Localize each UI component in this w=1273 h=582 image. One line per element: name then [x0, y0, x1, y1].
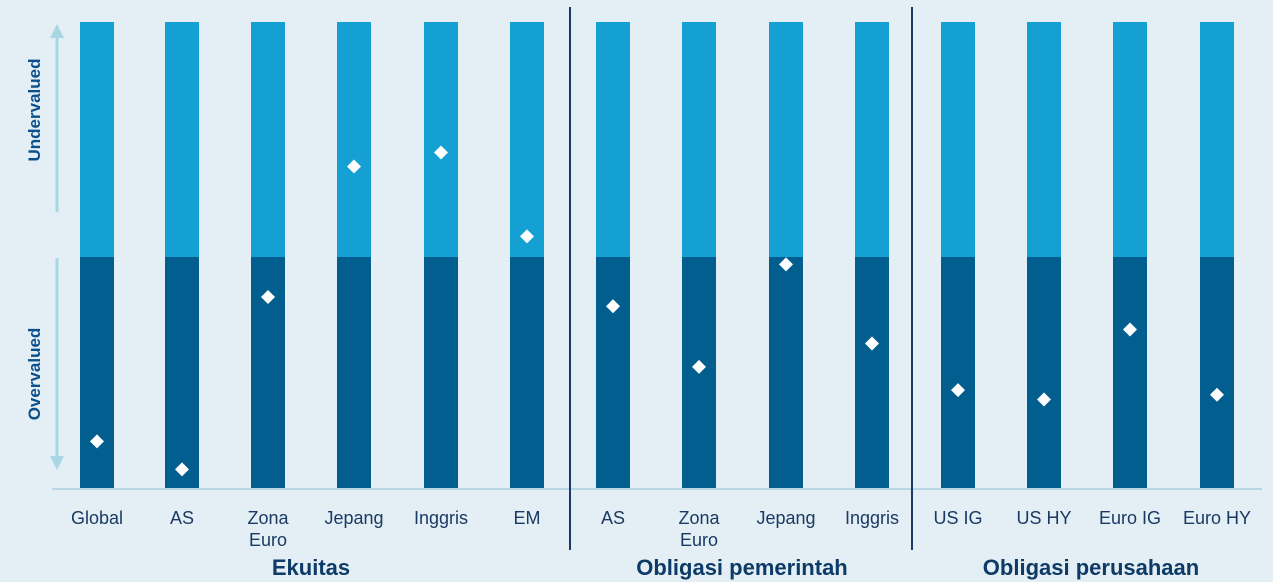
bar-lower-band	[80, 257, 114, 488]
axis-arrows	[50, 24, 64, 470]
bar-upper-band	[337, 22, 371, 257]
overvalued-label: Overvalued	[25, 328, 44, 421]
valuation-marker	[865, 336, 879, 351]
valuation-marker	[434, 145, 448, 160]
undervalued-label: Undervalued	[25, 59, 44, 162]
x-tick-label: EM	[514, 508, 541, 528]
group-label: Obligasi perusahaan	[983, 555, 1199, 580]
x-tick-label: Jepang	[324, 508, 383, 528]
valuation-marker	[779, 257, 793, 272]
valuation-marker	[951, 383, 965, 398]
valuation-marker	[1037, 392, 1051, 407]
x-tick-label: Jepang	[756, 508, 815, 528]
x-tick-label: Zona Euro	[247, 508, 289, 550]
valuation-marker	[175, 462, 189, 477]
bar-lower-band	[165, 257, 199, 488]
bar-upper-band	[769, 22, 803, 257]
valuation-marker	[520, 229, 534, 244]
bar-upper-band	[682, 22, 716, 257]
x-tick-label: Euro IG	[1099, 508, 1161, 528]
x-tick-label: Zona Euro	[678, 508, 720, 550]
bar-upper-band	[596, 22, 630, 257]
bar-lower-band	[596, 257, 630, 488]
x-tick-label: AS	[170, 508, 194, 528]
bar-lower-band	[424, 257, 458, 488]
valuation-marker	[1123, 322, 1137, 337]
x-tick-label: US HY	[1016, 508, 1071, 528]
valuation-marker	[1210, 387, 1224, 402]
bar-lower-band	[337, 257, 371, 488]
x-tick-label: Global	[71, 508, 123, 528]
x-tick-label: AS	[601, 508, 625, 528]
bar-lower-band	[769, 257, 803, 488]
group-separators	[569, 7, 913, 550]
valuation-marker	[347, 159, 361, 174]
bar-lower-band	[855, 257, 889, 488]
bar-lower-band	[1027, 257, 1061, 488]
markers	[90, 145, 1224, 477]
bar-upper-band	[1200, 22, 1234, 257]
valuation-marker	[692, 359, 706, 374]
x-tick-label: US IG	[933, 508, 982, 528]
bar-lower-band	[1200, 257, 1234, 488]
bar-lower-band	[1113, 257, 1147, 488]
undervalued-arrow-head	[50, 24, 64, 38]
group-label: Ekuitas	[272, 555, 350, 580]
valuation-marker	[261, 289, 275, 304]
valuation-marker	[90, 434, 104, 449]
overvalued-arrow-head	[50, 456, 64, 470]
bar-upper-band	[1027, 22, 1061, 257]
bar-upper-band	[251, 22, 285, 257]
bar-upper-band	[855, 22, 889, 257]
bar-upper-band	[165, 22, 199, 257]
x-tick-label: Euro HY	[1183, 508, 1251, 528]
bars	[52, 22, 1262, 490]
bar-upper-band	[80, 22, 114, 257]
bar-upper-band	[424, 22, 458, 257]
bar-lower-band	[510, 257, 544, 488]
bar-upper-band	[1113, 22, 1147, 257]
group-label: Obligasi pemerintah	[636, 555, 848, 580]
valuation-marker	[606, 299, 620, 314]
bar-upper-band	[941, 22, 975, 257]
group-labels: Ekuitas Obligasi pemerintah Obligasi perus…	[272, 555, 1199, 580]
x-tick-label: Inggris	[414, 508, 468, 528]
bar-upper-band	[510, 22, 544, 257]
bar-lower-band	[941, 257, 975, 488]
x-tick-labels: Global AS Zona Euro Jepang Inggris EM AS Zona Eur…	[71, 508, 1251, 550]
x-tick-label: Inggris	[845, 508, 899, 528]
